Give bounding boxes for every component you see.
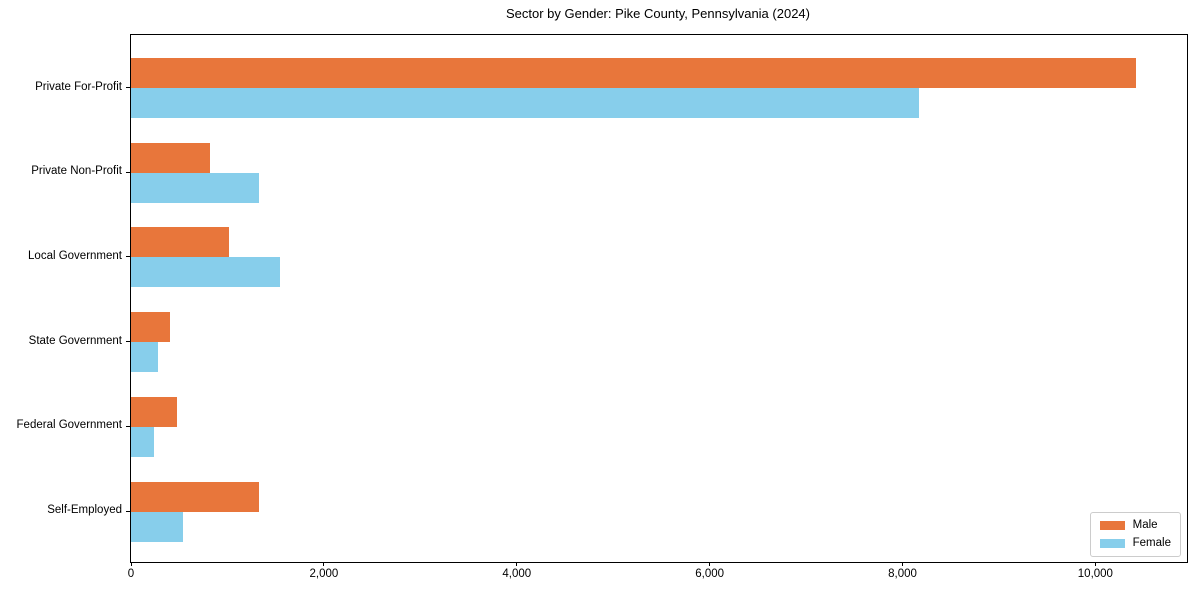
- x-tick-label: 10,000: [1077, 568, 1113, 580]
- bar-female: [131, 426, 155, 457]
- y-tick-mark: [126, 87, 130, 88]
- x-tick-label: 4,000: [502, 568, 532, 580]
- x-tick-mark: [516, 562, 518, 566]
- legend-item: Male: [1099, 519, 1171, 532]
- x-tick-mark: [323, 562, 325, 566]
- x-tick-mark: [130, 562, 132, 566]
- chart-title: Sector by Gender: Pike County, Pennsylva…: [506, 6, 810, 21]
- bar-male: [131, 58, 1136, 88]
- x-tick-label: 8,000: [888, 568, 917, 580]
- y-tick-label: Federal Government: [16, 419, 122, 432]
- bar-female: [131, 88, 919, 118]
- x-tick-label: 0: [127, 568, 135, 580]
- bar-male: [131, 481, 260, 512]
- bar-male: [131, 396, 178, 427]
- y-tick-label: Private For-Profit: [35, 80, 122, 93]
- x-tick-mark: [709, 562, 711, 566]
- y-tick-mark: [126, 510, 130, 512]
- y-tick-label: Self-Employed: [47, 504, 122, 516]
- y-tick-mark: [126, 425, 130, 427]
- y-tick-label: State Government: [28, 334, 122, 347]
- y-tick-mark: [126, 341, 130, 343]
- legend-swatch-female: [1099, 539, 1125, 548]
- legend-swatch-male: [1099, 521, 1125, 530]
- bar-female: [131, 511, 184, 542]
- x-tick-label: 6,000: [695, 568, 725, 580]
- legend-label: Female: [1132, 537, 1171, 549]
- x-tick-label: 2,000: [309, 568, 339, 580]
- x-tick-mark: [1094, 562, 1096, 566]
- plot-area: Male Female: [130, 34, 1188, 563]
- bar-female: [131, 257, 281, 288]
- y-tick-mark: [126, 171, 130, 173]
- y-tick-label: Private Non-Profit: [31, 165, 122, 178]
- bar-female: [131, 342, 158, 373]
- bar-male: [131, 142, 211, 173]
- bar-male: [131, 227, 230, 258]
- y-tick-label: Local Government: [28, 249, 122, 262]
- legend-item: Female: [1099, 537, 1171, 550]
- bar-female: [131, 172, 260, 203]
- x-tick-mark: [902, 562, 903, 566]
- y-tick-mark: [126, 256, 130, 258]
- legend: Male Female: [1089, 512, 1181, 557]
- legend-label: Male: [1132, 519, 1158, 531]
- bar-male: [131, 312, 170, 343]
